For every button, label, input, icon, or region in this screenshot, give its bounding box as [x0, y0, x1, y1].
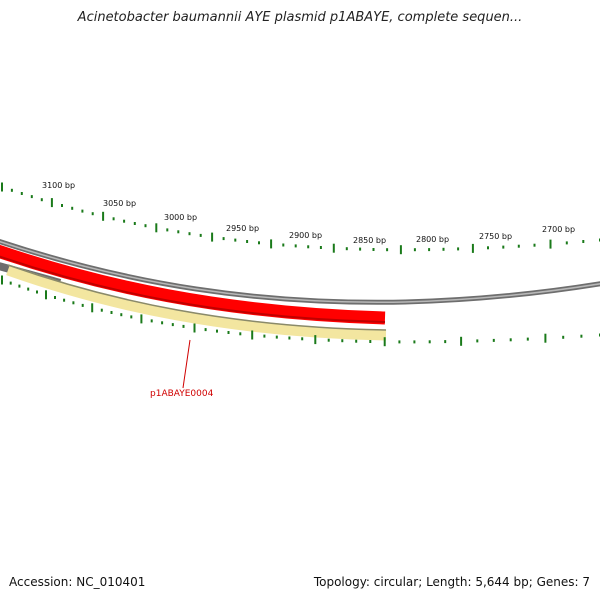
ruler-label: 3100 bp [42, 181, 75, 190]
backbone-outer-arc-highlight [0, 240, 600, 304]
ruler-label: 2800 bp [416, 235, 449, 244]
gene-label-pointer [182, 339, 191, 389]
upper-ruler-ticks [1, 182, 600, 255]
gene-feature-yellow[interactable] [6, 264, 387, 341]
summary-text: Topology: circular; Length: 5,644 bp; Ge… [313, 575, 590, 589]
ruler-label: 3050 bp [103, 199, 136, 208]
map-title: Acinetobacter baumannii AYE plasmid p1AB… [77, 10, 523, 25]
gene-feature-red[interactable] [0, 244, 386, 325]
lower-ruler-ticks [1, 275, 600, 347]
ruler-label: 2850 bp [353, 236, 386, 245]
ruler-label: 2750 bp [479, 232, 512, 241]
accession-text: Accession: NC_010401 [9, 575, 146, 589]
ruler-label: 3000 bp [164, 213, 197, 222]
ruler-label: 2950 bp [226, 224, 259, 233]
gene-feature-red-shade [0, 255, 386, 323]
gene-label-p1ABAYE0004[interactable]: p1ABAYE0004 [150, 389, 214, 399]
gene-feature-yellow-edge [7, 264, 387, 331]
ruler-label: 2900 bp [289, 231, 322, 240]
ruler-labels: 3100 bp 3050 bp 3000 bp 2950 bp 2900 bp 2850 … [42, 181, 575, 245]
ruler-label: 2700 bp [542, 225, 575, 234]
